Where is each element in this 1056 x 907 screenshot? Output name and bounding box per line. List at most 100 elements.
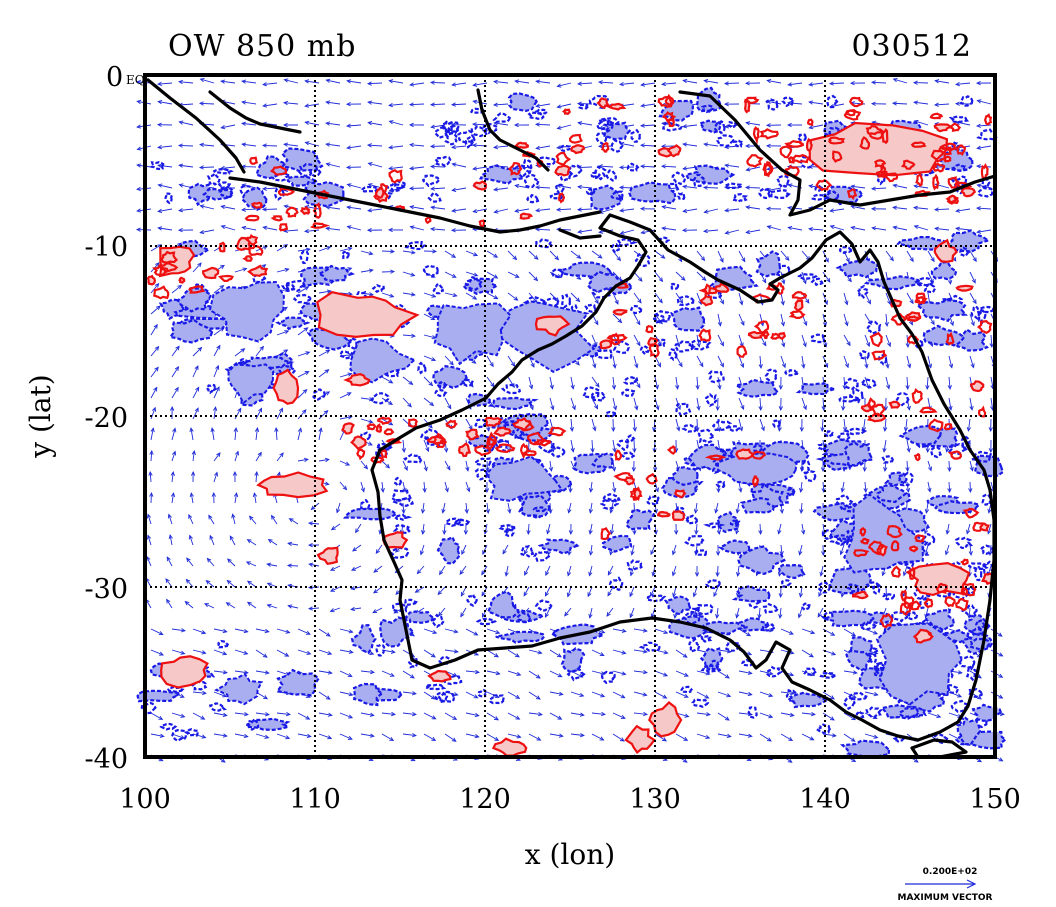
wind-vector [906,481,909,492]
wind-vector-head [283,204,289,209]
positive-ow-region [433,432,446,445]
wind-vector-head [323,409,329,415]
positive-ow-region [885,172,899,183]
sumatra-coastline [146,78,246,174]
wind-vector [738,397,744,410]
wind-vector [486,376,495,387]
negative-ow-region [694,549,708,557]
wind-vector [169,535,173,546]
negative-ow-region [828,126,842,138]
negative-ow-region [478,164,526,185]
wind-vector-head [766,225,772,230]
wind-vector [948,712,962,718]
wind-vector-head [871,226,877,231]
wind-vector-head [913,224,919,230]
negative-ow-region [549,267,564,279]
wind-vector [633,418,636,431]
positive-ow-region [380,448,387,459]
wind-vector [528,355,535,368]
wind-vector [297,248,310,252]
wind-vector-head [724,716,730,721]
wind-vector [192,733,206,738]
wind-vector-head [157,244,163,249]
wind-vector [221,166,236,169]
wind-vector-head [172,450,177,456]
wind-vector-head [414,588,420,593]
wind-vector [654,733,667,742]
wind-vector-head [177,143,183,148]
wind-vector-head [431,715,437,720]
wind-vector [192,365,199,378]
negative-ow-region [407,656,419,669]
wind-vector-head [472,99,478,105]
negative-ow-region [726,425,741,432]
wind-vector [759,397,762,411]
y-tick-label: -10 [85,232,128,263]
negative-ow-region [600,497,620,510]
wind-vector [535,186,551,189]
wind-vector-head [444,487,449,493]
wind-vector [612,313,622,323]
positive-ow-region [908,566,916,580]
wind-vector [914,120,929,126]
negative-ow-region [649,338,668,348]
negative-ow-region [202,187,234,201]
wind-vector-head [873,734,879,739]
wind-vector [528,376,533,389]
max-vector-magnitude: 0.200E+02 [923,867,978,877]
positive-ow-region [867,540,884,556]
wind-vector-head [809,653,814,658]
wind-vector-head [678,298,684,304]
wind-vector-head [431,293,437,298]
wind-vector-head [933,102,939,107]
wind-vector [788,102,803,105]
wind-vector [234,451,239,462]
negative-ow-region [676,295,695,307]
wind-vector-head [739,300,744,306]
wind-vector-head [864,363,869,369]
wind-vector [297,389,308,399]
wind-vector-head [947,488,952,494]
negative-ow-region [585,187,596,196]
wind-vector [305,103,320,107]
wind-vector-head [577,121,583,126]
sulawesi-coastline [476,88,550,172]
wind-vector-head [714,508,719,514]
negative-ow-region [965,585,975,597]
wind-vector [494,80,509,84]
wind-vector [213,670,227,674]
wind-vector-head [905,467,910,473]
wind-vector [507,355,515,367]
wind-vector [171,649,185,655]
wind-vector-head [451,208,457,213]
wind-vector [246,561,257,567]
wind-vector [242,143,257,147]
wind-vector [368,144,383,147]
wind-vector-head [839,550,844,556]
wind-vector [192,451,195,462]
wind-vector-head [346,392,352,397]
wind-vector-head [569,427,574,432]
wind-vector [486,733,499,741]
wind-vector-head [662,694,668,699]
wind-vector [494,187,509,191]
positive-ow-region [928,418,944,433]
wind-vector-head [544,591,549,597]
wind-vector-head [233,427,238,432]
negative-ow-region [371,283,385,293]
positive-ow-region [648,343,660,359]
wind-vector [675,334,680,347]
wind-vector-head [304,79,310,84]
wind-vector-head [600,629,606,634]
negative-ow-region [360,185,382,193]
wind-vector-head [715,406,720,412]
wind-vector [672,565,677,576]
negative-ow-region [474,457,492,467]
wind-vector [738,628,751,637]
wind-vector [767,100,782,105]
negative-ow-region [383,368,400,378]
wind-vector-head [154,345,160,351]
wind-vector [599,208,614,214]
wind-vector-head [535,103,541,108]
negative-ow-region [895,392,910,408]
